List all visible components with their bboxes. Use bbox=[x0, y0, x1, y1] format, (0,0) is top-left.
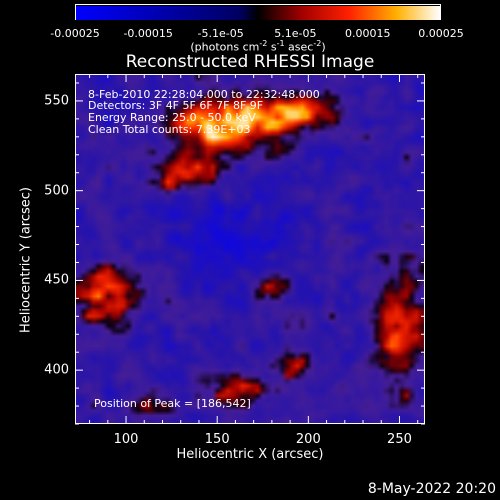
colorbar-tick-label: -5.1e-05 bbox=[197, 27, 244, 40]
annotation-detectors: Detectors: 3F 4F 5F 6F 7F 8F 9F bbox=[88, 99, 264, 112]
plot-area: 8-Feb-2010 22:28:04.000 to 22:32:48.000 … bbox=[75, 74, 425, 424]
colorbar-unit-label: (photons cm-2 s-1 asec-2) bbox=[190, 39, 326, 54]
heatmap-image bbox=[76, 75, 424, 423]
y-tick-label: 400 bbox=[44, 362, 69, 378]
colorbar-tick-label: 0.00025 bbox=[418, 27, 464, 40]
x-tick-label: 200 bbox=[295, 432, 321, 447]
date-stamp: 8-May-2022 20:20 bbox=[367, 481, 496, 497]
x-tick-label: 150 bbox=[204, 432, 230, 447]
colorbar-tick-label: -0.00025 bbox=[50, 27, 100, 40]
annotation-time: 8-Feb-2010 22:28:04.000 to 22:32:48.000 bbox=[88, 88, 320, 101]
annotation-clean: Clean Total counts: 7.39E+03 bbox=[88, 123, 251, 136]
colorbar-tick-label: 0.00015 bbox=[345, 27, 391, 40]
colorbar bbox=[75, 4, 441, 20]
annotation-peak: Position of Peak = [186,542] bbox=[94, 397, 251, 410]
x-tick-label: 250 bbox=[387, 432, 412, 447]
y-tick-label: 450 bbox=[44, 272, 69, 288]
colorbar-tick-label: 5.1e-05 bbox=[274, 27, 317, 40]
annotation-energy: Energy Range: 25.0 - 50.0 keV bbox=[88, 111, 256, 124]
x-tick-label: 100 bbox=[113, 432, 139, 447]
chart-title: Reconstructed RHESSI Image bbox=[125, 52, 375, 72]
x-axis-label: Heliocentric X (arcsec) bbox=[176, 447, 324, 462]
colorbar-tick-label: -0.00015 bbox=[123, 27, 173, 40]
y-tick-label: 500 bbox=[44, 183, 69, 199]
y-tick-label: 550 bbox=[44, 93, 69, 109]
y-axis-label: Heliocentric Y (arcsec) bbox=[18, 187, 34, 333]
colorbar-gradient bbox=[76, 6, 440, 20]
